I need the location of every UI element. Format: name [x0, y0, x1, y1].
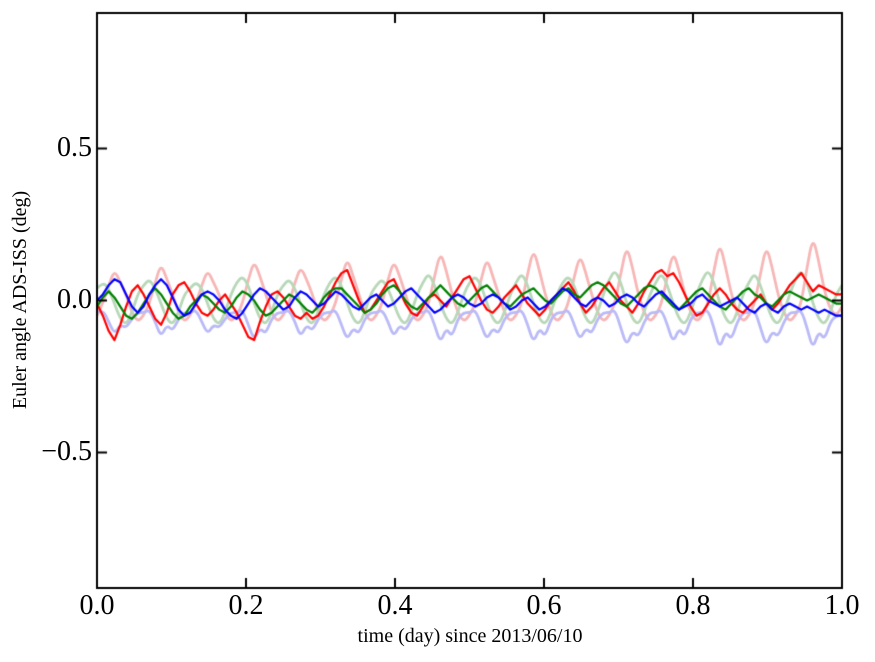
- x-tick-label-1: 0.2: [228, 590, 264, 621]
- y-tick-label-0: 0.5: [57, 132, 92, 163]
- x-tick-label-5: 1.0: [824, 590, 860, 621]
- y-tick-label-2: −0.5: [41, 436, 92, 467]
- y-tick-label-1: 0.0: [57, 284, 92, 315]
- x-tick-label-2: 0.4: [377, 590, 413, 621]
- x-tick-label-4: 0.8: [675, 590, 711, 621]
- x-axis-label: time (day) since 2013/06/10: [357, 625, 583, 647]
- x-tick-label-0: 0.0: [79, 590, 115, 621]
- x-tick-label-3: 0.6: [526, 590, 562, 621]
